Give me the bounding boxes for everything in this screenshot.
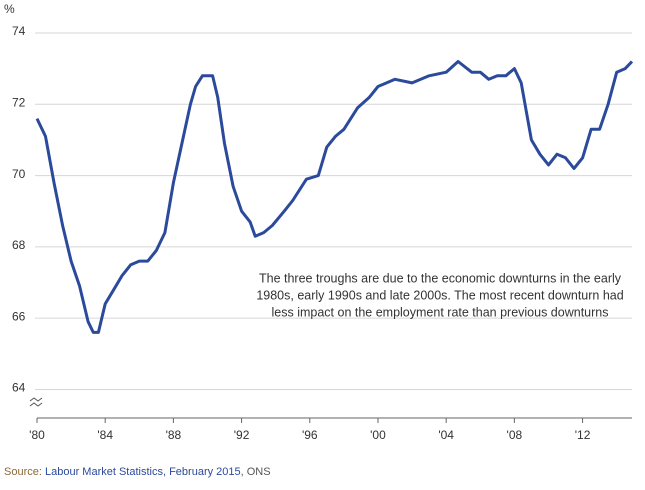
- y-unit: %: [4, 2, 15, 16]
- source-link[interactable]: Labour Market Statistics, February 2015: [44, 466, 241, 478]
- y-tick-label: 64: [12, 381, 26, 395]
- annotation: less impact on the employment rate than …: [272, 305, 609, 319]
- annotation: 1980s, early 1990s and late 2000s. The m…: [256, 288, 623, 302]
- x-tick-label: '80: [29, 428, 45, 442]
- annotation: The three troughs are due to the economi…: [259, 271, 622, 285]
- break-mark: [29, 397, 43, 402]
- y-tick-label: 66: [12, 309, 26, 323]
- source: Source: Labour Market Statistics, Februa…: [4, 466, 271, 478]
- x-tick-label: '08: [507, 428, 523, 442]
- x-tick-label: '00: [370, 428, 386, 442]
- x-tick-label: '04: [438, 428, 454, 442]
- x-tick-label: '96: [302, 428, 318, 442]
- axis-break: [29, 397, 43, 407]
- chart: % The three troughs are due to the econo…: [4, 2, 634, 442]
- break-mark: [29, 402, 43, 407]
- x-tick-label: '88: [166, 428, 182, 442]
- x-tick-label: '12: [575, 428, 591, 442]
- source-rest: , ONS: [240, 466, 271, 478]
- x-tick-label: '84: [97, 428, 113, 442]
- source-label: Source:: [4, 466, 42, 478]
- series-line: [35, 60, 634, 334]
- y-tick-label: 74: [12, 24, 26, 38]
- y-tick-label: 70: [12, 167, 26, 181]
- y-tick-label: 68: [12, 238, 26, 252]
- x-tick-label: '92: [234, 428, 250, 442]
- y-tick-label: 72: [12, 95, 26, 109]
